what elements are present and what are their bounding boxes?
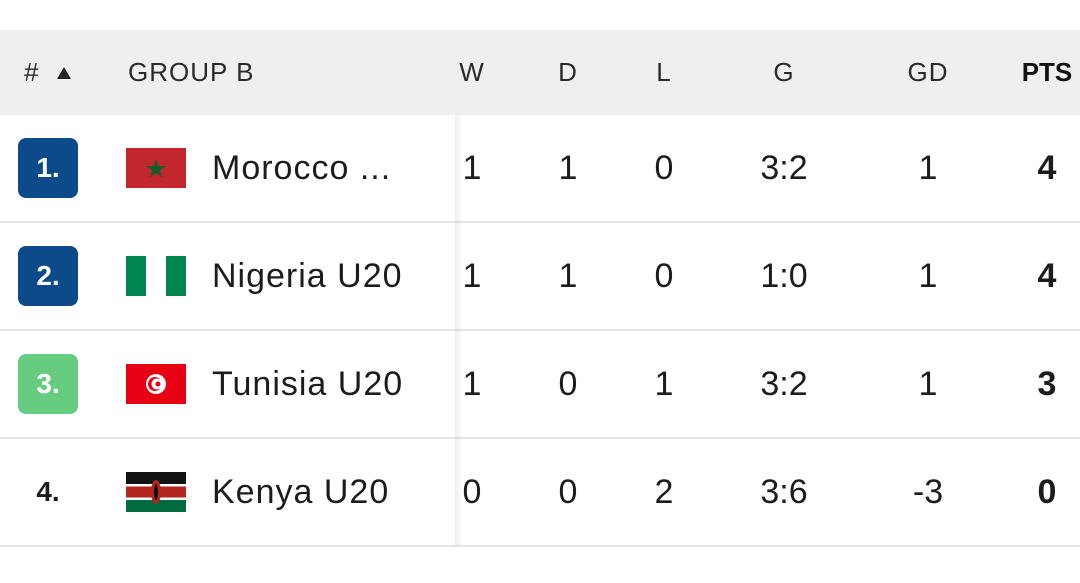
stat-cell: 1 xyxy=(462,365,482,403)
team-name[interactable]: Nigeria U20 xyxy=(212,257,403,295)
stat-cell: 1 xyxy=(918,257,938,295)
table-row[interactable]: 2. Nigeria U20 1 1 0 1:0 1 4 xyxy=(0,223,1080,331)
team-name[interactable]: Tunisia U20 xyxy=(212,365,404,403)
team-flag xyxy=(126,364,186,404)
column-header[interactable]: G xyxy=(773,57,795,87)
team-name[interactable]: Morocco ... xyxy=(212,149,392,187)
table-header: # GROUP B W D L G GD PTS xyxy=(0,30,1080,115)
stat-cell: 2 xyxy=(654,473,674,511)
stat-cell: 0 xyxy=(654,257,674,295)
stat-cell: 1:0 xyxy=(760,257,808,295)
column-shadow xyxy=(455,115,463,546)
column-header[interactable]: PTS xyxy=(1021,57,1073,87)
stat-cell: 4 xyxy=(1037,257,1057,295)
stat-cell: 3:2 xyxy=(760,149,808,187)
stat-cell: 1 xyxy=(918,365,938,403)
stat-cell: 0 xyxy=(462,473,482,511)
column-header[interactable]: W xyxy=(459,57,485,87)
stat-cell: 3 xyxy=(1037,365,1057,403)
stat-cell: 0 xyxy=(558,365,578,403)
rank-header[interactable]: # xyxy=(24,57,40,87)
stat-cell: 1 xyxy=(558,257,578,295)
team-flag xyxy=(126,256,186,296)
table-row[interactable]: 3. Tunisia U20 1 0 1 3:2 1 3 xyxy=(0,331,1080,439)
rank-badge: 2. xyxy=(18,246,78,306)
stat-cell: 0 xyxy=(1037,473,1057,511)
stat-cell: 1 xyxy=(918,149,938,187)
stat-cell: -3 xyxy=(912,473,944,511)
column-header[interactable]: GD xyxy=(907,57,949,87)
table-row[interactable]: 4. Kenya U20 0 0 2 3:6 -3 0 xyxy=(0,439,1080,547)
column-header[interactable]: L xyxy=(656,57,672,87)
stat-cell: 3:6 xyxy=(760,473,808,511)
team-name[interactable]: Kenya U20 xyxy=(212,473,390,511)
stat-cell: 1 xyxy=(462,257,482,295)
stat-cell: 3:2 xyxy=(760,365,808,403)
team-flag xyxy=(126,472,186,512)
stat-cell: 1 xyxy=(462,149,482,187)
team-flag xyxy=(126,148,186,188)
rank-badge: 1. xyxy=(18,138,78,198)
stat-cell: 4 xyxy=(1037,149,1057,187)
rank-badge: 3. xyxy=(18,354,78,414)
table-row[interactable]: 1. Morocco ... 1 1 0 3:2 1 4 xyxy=(0,115,1080,223)
stat-cell: 0 xyxy=(558,473,578,511)
sort-arrow xyxy=(57,67,71,79)
group-header: GROUP B xyxy=(128,57,255,87)
column-header[interactable]: D xyxy=(558,57,578,87)
stat-cell: 1 xyxy=(558,149,578,187)
stat-cell: 0 xyxy=(654,149,674,187)
rank-badge: 4. xyxy=(36,476,60,507)
stat-cell: 1 xyxy=(654,365,674,403)
